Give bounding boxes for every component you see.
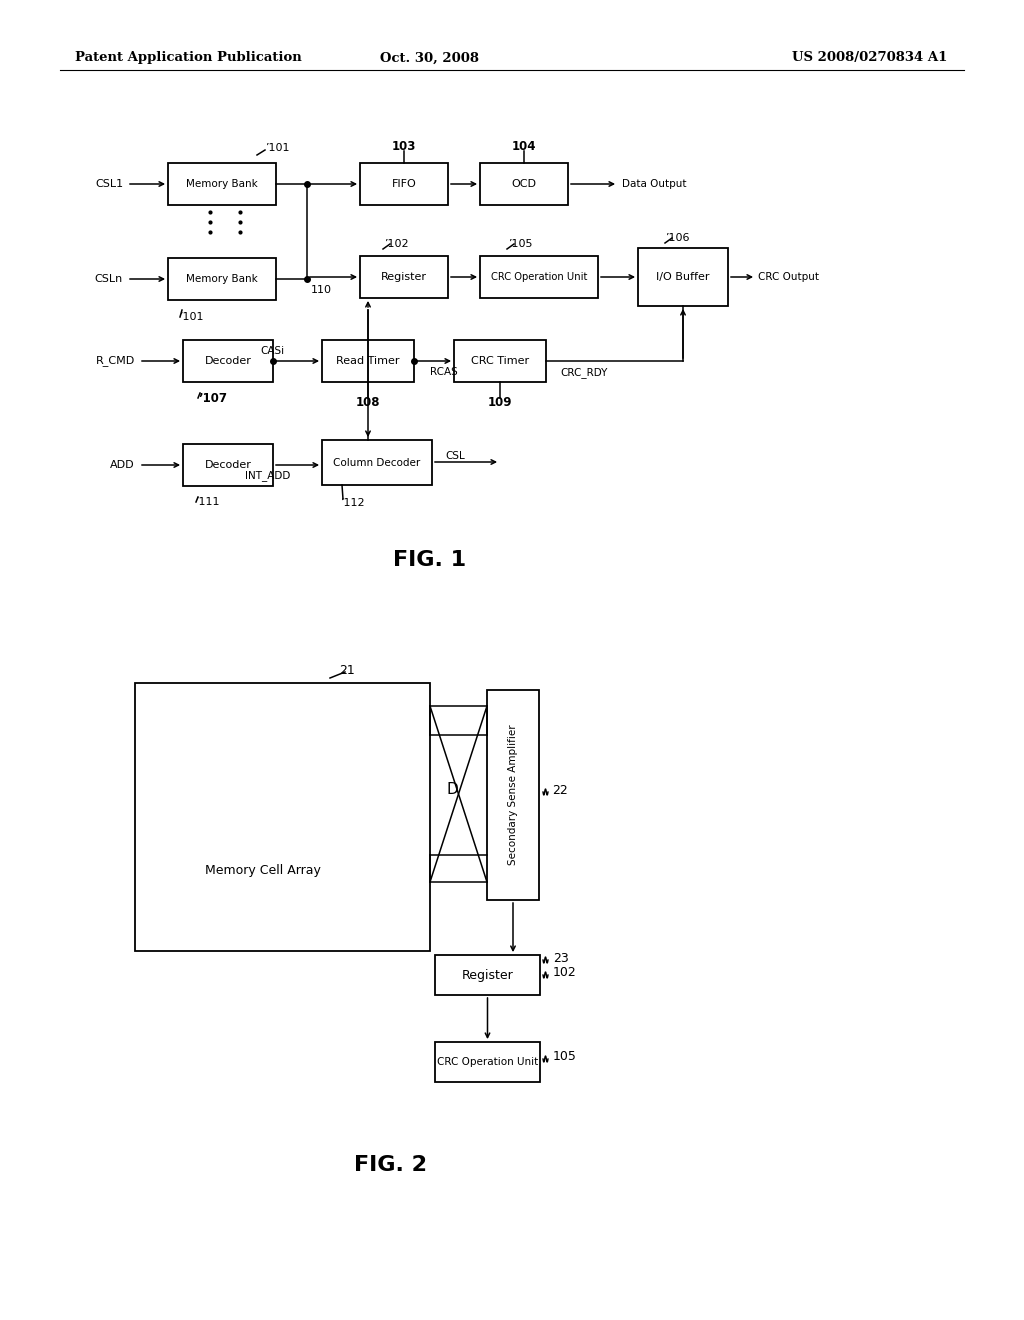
Text: CRC Operation Unit: CRC Operation Unit [490,272,587,282]
Bar [487,690,539,900]
Text: Register: Register [462,969,513,982]
Text: US 2008/0270834 A1: US 2008/0270834 A1 [793,51,947,65]
Text: OCD: OCD [512,180,537,189]
Text: ’101: ’101 [179,312,204,322]
Text: Memory Bank: Memory Bank [186,180,258,189]
Text: CRC Operation Unit: CRC Operation Unit [437,1057,539,1067]
Bar [360,256,449,298]
Text: ADD: ADD [111,459,135,470]
Text: ’112: ’112 [340,498,365,508]
Bar [135,682,430,950]
Bar [435,954,540,995]
Text: FIG. 2: FIG. 2 [353,1155,427,1175]
Text: 23: 23 [553,952,568,965]
Bar [183,444,273,486]
Text: CRC Output: CRC Output [758,272,819,282]
Text: Memory Cell Array: Memory Cell Array [205,865,321,876]
Text: RCAS: RCAS [430,367,458,378]
Text: Data Output: Data Output [622,180,686,189]
Text: Memory Bank: Memory Bank [186,275,258,284]
Text: INT_ADD: INT_ADD [245,470,291,482]
Text: 102: 102 [553,966,577,979]
Text: FIFO: FIFO [391,180,417,189]
Text: Secondary Sense Amplifier: Secondary Sense Amplifier [508,725,518,866]
Text: R_CMD: R_CMD [96,355,135,367]
Text: CSLn: CSLn [95,275,123,284]
Text: I/O Buffer: I/O Buffer [656,272,710,282]
Text: Read Timer: Read Timer [336,356,399,366]
Bar [454,341,546,381]
Text: ’106: ’106 [665,234,689,243]
Text: Patent Application Publication: Patent Application Publication [75,51,302,65]
Text: Register: Register [381,272,427,282]
Bar [435,1041,540,1082]
Text: Oct. 30, 2008: Oct. 30, 2008 [381,51,479,65]
Text: ’105: ’105 [508,239,532,249]
Text: 21: 21 [339,664,355,676]
Text: D: D [446,783,458,797]
Text: ’107: ’107 [198,392,227,404]
Text: 103: 103 [392,140,416,153]
Bar [168,257,276,300]
Text: CASi: CASi [260,346,284,356]
Text: ’101: ’101 [265,143,290,153]
Bar [480,162,568,205]
Text: FIG. 1: FIG. 1 [393,550,467,570]
Text: CRC_RDY: CRC_RDY [560,367,607,379]
Text: 109: 109 [487,396,512,408]
Text: ’102: ’102 [384,239,409,249]
Bar [360,162,449,205]
Text: Decoder: Decoder [205,356,252,366]
Text: CSL1: CSL1 [95,180,123,189]
Bar [168,162,276,205]
Text: 22: 22 [552,784,567,796]
Text: ’111: ’111 [195,498,219,507]
Text: Decoder: Decoder [205,459,252,470]
Text: Column Decoder: Column Decoder [334,458,421,467]
Text: 110: 110 [311,285,332,294]
Bar [183,341,273,381]
Text: 105: 105 [553,1051,577,1064]
Bar [638,248,728,306]
Bar [322,440,432,484]
Bar [480,256,598,298]
Text: 104: 104 [512,140,537,153]
Text: 108: 108 [355,396,380,408]
Bar [322,341,414,381]
Text: CSL: CSL [445,451,465,461]
Text: CRC Timer: CRC Timer [471,356,529,366]
